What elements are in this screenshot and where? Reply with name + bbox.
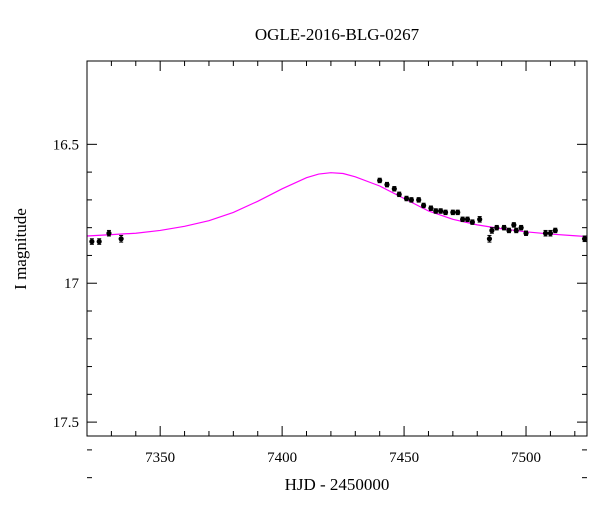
y-tick-label: 16.5 [53, 137, 79, 153]
data-point [486, 234, 493, 243]
data-point-marker [391, 186, 397, 192]
data-point [455, 209, 461, 216]
plot-frame [86, 60, 588, 437]
data-point [547, 229, 554, 237]
data-point-marker [118, 236, 124, 242]
data-point [523, 230, 529, 236]
data-point-marker [460, 216, 466, 222]
data-point [96, 238, 102, 245]
data-point [428, 205, 434, 211]
data-point [403, 195, 410, 202]
data-point-marker [552, 227, 558, 234]
data-point [542, 229, 549, 237]
data-point [489, 227, 495, 234]
data-point-marker [396, 191, 402, 197]
x-tick-label: 7450 [389, 450, 419, 466]
data-points-layer [89, 177, 588, 245]
data-point [513, 227, 519, 234]
y-axis-label: I magnitude [11, 208, 30, 290]
data-point-marker [486, 236, 493, 242]
data-point [469, 219, 475, 225]
data-point-marker [547, 230, 554, 236]
axis-ticks [87, 61, 587, 479]
data-point-marker [416, 197, 422, 203]
data-point [581, 235, 588, 243]
data-point-marker [494, 225, 500, 231]
x-tick-label: 7350 [145, 450, 175, 466]
data-point [420, 202, 427, 209]
data-point-marker [464, 216, 471, 222]
data-point [89, 238, 95, 245]
data-point-marker [377, 177, 383, 184]
data-point-marker [581, 236, 588, 242]
data-point-marker [433, 208, 439, 214]
data-point [511, 222, 517, 228]
chart-title: OGLE-2016-BLG-0267 [255, 25, 420, 44]
data-point-marker [506, 227, 512, 234]
data-point [106, 229, 112, 237]
data-point-marker [384, 182, 390, 188]
data-point [506, 227, 512, 234]
data-point [433, 208, 439, 214]
data-point-marker [106, 230, 112, 236]
data-point-marker [477, 216, 483, 222]
data-point-marker [511, 222, 517, 228]
data-point-marker [450, 209, 456, 215]
data-point [391, 186, 397, 192]
data-point-marker [408, 197, 414, 203]
data-point-marker [438, 208, 444, 214]
data-point [477, 216, 483, 223]
data-point-marker [455, 209, 461, 215]
y-tick-label: 17 [64, 276, 80, 292]
data-point [408, 197, 414, 203]
data-point [442, 209, 449, 216]
data-point-marker [89, 238, 95, 245]
axis-tick-labels: 7350 7400 7450 7500 16.5 17 17.5 [53, 137, 541, 466]
data-point [501, 224, 507, 231]
data-point-marker [442, 209, 449, 215]
data-point [518, 224, 524, 231]
data-point [450, 209, 456, 216]
x-axis-label: HJD - 2450000 [285, 475, 390, 494]
data-point [464, 216, 471, 223]
data-point [552, 227, 558, 234]
x-tick-label: 7500 [511, 450, 541, 466]
data-point-marker [513, 227, 519, 234]
y-tick-label: 17.5 [53, 415, 79, 431]
data-point [494, 224, 500, 231]
data-point-marker [420, 202, 427, 209]
data-point-marker [542, 230, 549, 236]
data-point [377, 177, 383, 184]
data-point [460, 216, 466, 223]
data-point [384, 181, 390, 188]
data-point-marker [96, 238, 102, 245]
plot-area [86, 172, 588, 245]
data-point-marker [523, 230, 529, 236]
x-tick-label: 7400 [267, 450, 297, 466]
data-point-marker [501, 225, 507, 231]
data-point-marker [469, 219, 475, 225]
data-point-marker [428, 205, 434, 211]
data-point [396, 191, 402, 198]
data-point-marker [489, 227, 495, 234]
data-point [438, 208, 444, 214]
data-point [416, 197, 422, 203]
data-point [118, 234, 124, 243]
data-point-marker [403, 195, 410, 202]
data-point-marker [518, 225, 524, 231]
